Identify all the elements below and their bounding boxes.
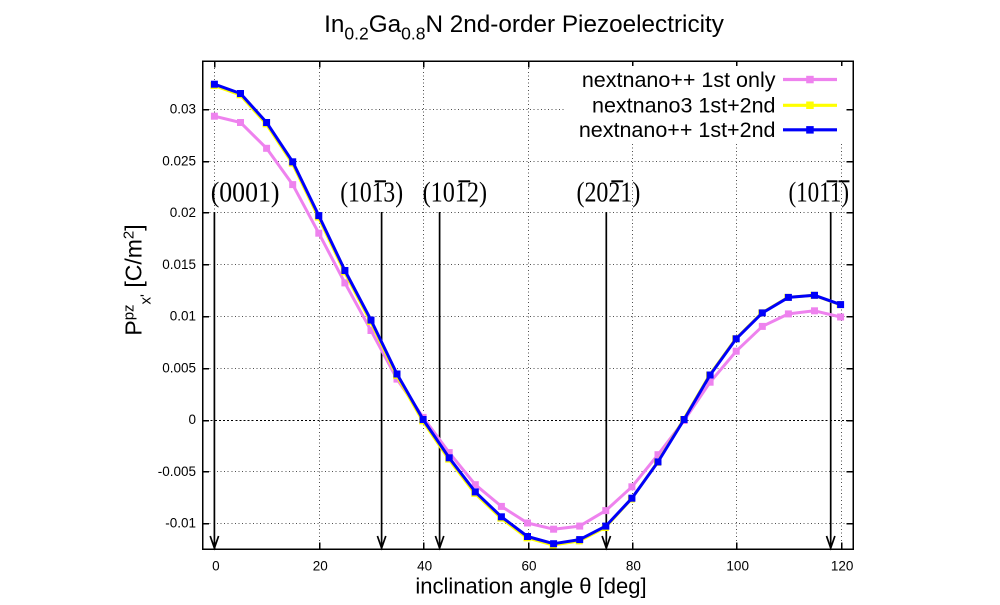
svg-text:100: 100	[726, 559, 749, 574]
svg-text:40: 40	[417, 559, 432, 574]
svg-text:(1013): (1013)	[340, 178, 403, 209]
svg-text:0.02: 0.02	[170, 205, 196, 220]
svg-text:0: 0	[212, 559, 220, 574]
svg-text:120: 120	[831, 559, 854, 574]
svg-text:0: 0	[188, 412, 196, 427]
svg-text:80: 80	[626, 559, 641, 574]
svg-text:0.015: 0.015	[162, 257, 196, 272]
svg-text:nextnano3 1st+2nd: nextnano3 1st+2nd	[592, 94, 776, 118]
svg-text:(2021): (2021)	[577, 178, 641, 209]
svg-text:nextnano++ 1st only: nextnano++ 1st only	[582, 68, 776, 92]
svg-text:(1012): (1012)	[423, 178, 487, 209]
svg-text:20: 20	[313, 559, 328, 574]
svg-text:inclination angle θ [deg]: inclination angle θ [deg]	[415, 574, 646, 599]
svg-text:60: 60	[521, 559, 536, 574]
svg-text:0.01: 0.01	[170, 309, 196, 324]
svg-text:(0001): (0001)	[211, 178, 280, 209]
svg-text:-0.005: -0.005	[158, 464, 196, 479]
svg-text:(1011): (1011)	[789, 178, 850, 209]
svg-text:0.005: 0.005	[162, 360, 196, 375]
svg-text:0.025: 0.025	[162, 153, 196, 168]
svg-text:nextnano++ 1st+2nd: nextnano++ 1st+2nd	[579, 118, 776, 142]
svg-text:-0.01: -0.01	[165, 516, 196, 531]
svg-text:0.03: 0.03	[170, 102, 196, 117]
